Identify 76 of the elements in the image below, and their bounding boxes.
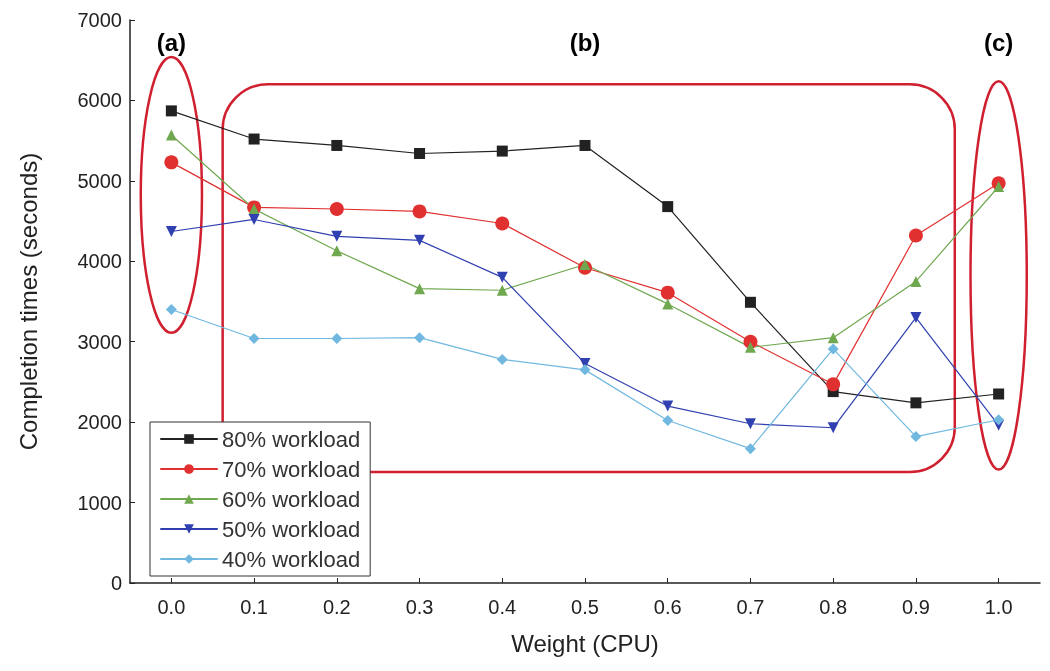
point <box>579 139 591 151</box>
legend-label: 50% workload <box>222 516 361 542</box>
point <box>910 275 922 287</box>
point <box>496 145 508 157</box>
point <box>827 343 839 355</box>
point <box>826 377 841 392</box>
y-tick-label: 4000 <box>77 250 122 273</box>
annotation: (b) <box>569 28 601 56</box>
point <box>579 364 591 376</box>
point <box>744 296 756 308</box>
x-tick-label: 0.0 <box>157 596 186 618</box>
point <box>662 201 674 213</box>
point <box>910 397 922 409</box>
y-tick-label: 6000 <box>77 89 122 112</box>
x-tick-label: 0.5 <box>571 596 599 618</box>
point <box>496 353 508 365</box>
point <box>164 155 179 170</box>
point <box>414 234 426 246</box>
point <box>165 226 177 238</box>
point <box>248 333 260 344</box>
point <box>496 271 508 283</box>
point <box>412 204 427 219</box>
point <box>496 284 508 296</box>
point <box>414 332 426 344</box>
point <box>993 414 1005 426</box>
point <box>331 230 343 242</box>
point <box>495 216 510 231</box>
legend-label: 60% workload <box>222 486 361 512</box>
legend-label: 40% workload <box>222 546 361 572</box>
point <box>744 341 756 353</box>
y-tick-label: 3000 <box>77 330 122 353</box>
point <box>165 105 177 117</box>
legend-label: 70% workload <box>222 456 361 482</box>
x-tick-label: 1.0 <box>984 596 1013 618</box>
y-tick-label: 2000 <box>77 411 122 434</box>
point <box>993 180 1005 192</box>
point <box>165 129 177 141</box>
point <box>248 213 260 225</box>
point <box>910 312 922 324</box>
y-tick-label: 5000 <box>77 169 122 192</box>
x-tick-label: 0.2 <box>322 596 351 618</box>
point <box>662 298 674 310</box>
point <box>744 443 756 455</box>
annotation: (c) <box>983 28 1014 56</box>
x-axis-title: Weight (CPU) <box>511 629 659 657</box>
point <box>660 285 675 300</box>
point <box>329 202 344 216</box>
annotation: (a) <box>156 28 187 56</box>
point <box>662 415 674 427</box>
point <box>910 431 922 443</box>
x-tick-label: 0.8 <box>819 596 848 618</box>
y-tick-label: 0 <box>110 572 122 594</box>
point <box>331 245 343 257</box>
x-tick-label: 0.3 <box>405 596 434 618</box>
point <box>414 148 426 160</box>
x-tick-label: 0.9 <box>902 596 930 618</box>
x-tick-label: 0.1 <box>240 596 268 618</box>
point <box>662 400 674 412</box>
point <box>331 333 343 344</box>
x-tick-label: 0.6 <box>653 596 682 618</box>
point <box>827 332 839 344</box>
point <box>993 388 1005 400</box>
y-tick-label: 1000 <box>77 491 122 514</box>
point <box>908 228 923 243</box>
y-tick-label: 7000 <box>77 9 122 31</box>
point <box>827 422 839 434</box>
x-tick-label: 0.7 <box>736 596 765 618</box>
point <box>248 133 260 145</box>
point <box>579 259 591 270</box>
y-axis-title: Completion times (seconds) <box>14 152 42 451</box>
point <box>744 418 756 430</box>
point <box>414 283 426 295</box>
x-tick-label: 0.4 <box>488 596 517 618</box>
point <box>331 139 343 151</box>
point <box>165 304 177 316</box>
legend-label: 80% workload <box>222 426 361 452</box>
